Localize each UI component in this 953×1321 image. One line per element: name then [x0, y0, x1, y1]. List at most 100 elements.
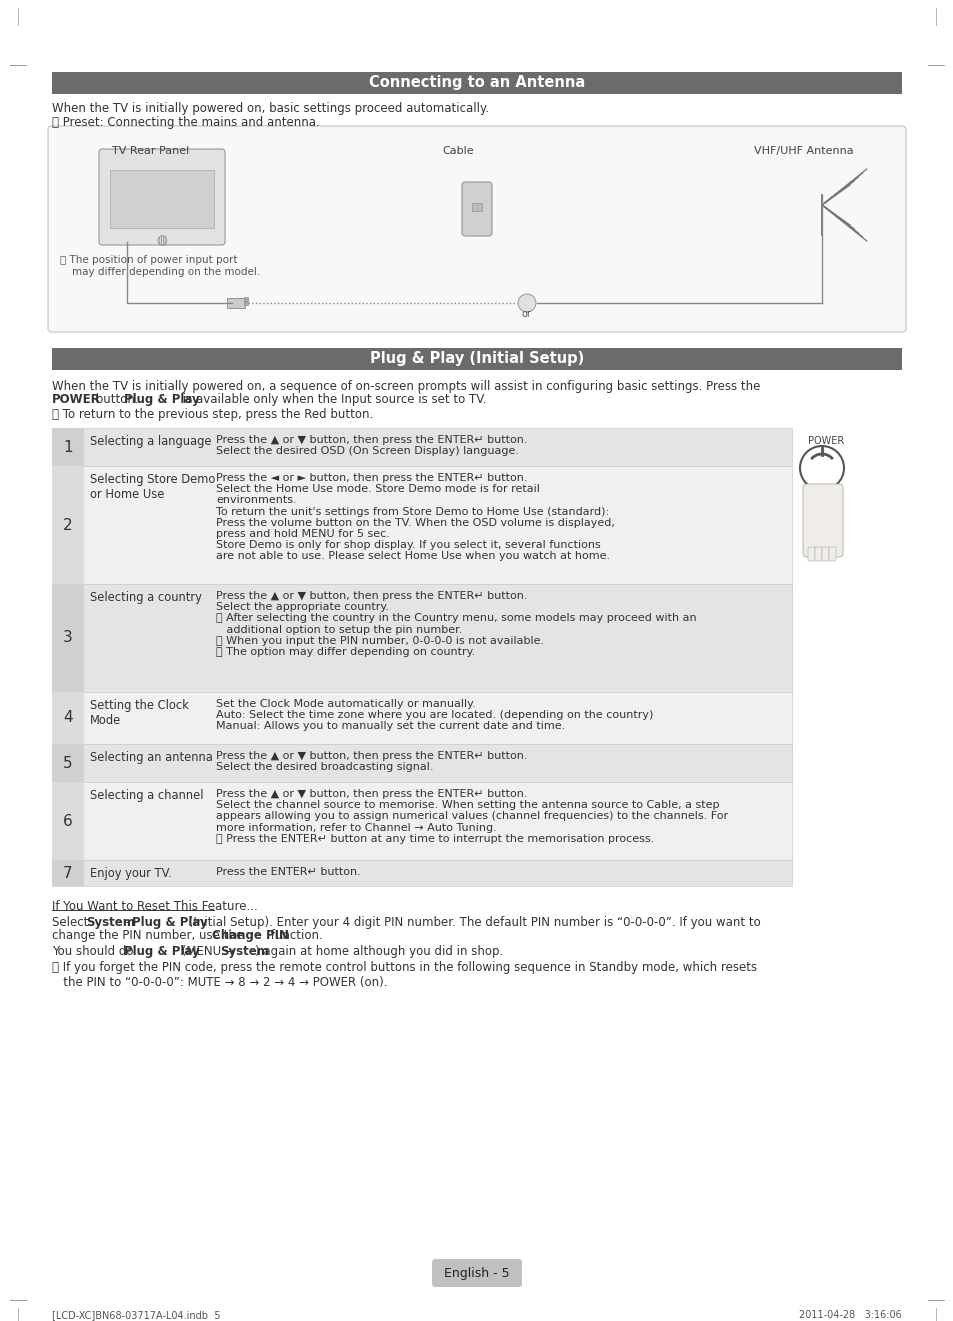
- Text: ◍: ◍: [156, 234, 167, 247]
- Text: If You Want to Reset This Feature...: If You Want to Reset This Feature...: [52, 900, 257, 913]
- Text: ⑂ The position of power input port: ⑂ The position of power input port: [60, 255, 237, 266]
- Text: Connecting to an Antenna: Connecting to an Antenna: [369, 75, 584, 91]
- Text: Press the ▲ or ▼ button, then press the ENTER↵ button.: Press the ▲ or ▼ button, then press the …: [215, 435, 527, 445]
- Text: 3: 3: [63, 630, 72, 646]
- Text: function.: function.: [267, 929, 322, 942]
- Bar: [52, 584, 84, 692]
- Bar: [472, 203, 481, 211]
- Text: Selecting a language: Selecting a language: [90, 435, 212, 448]
- Text: To return the unit's settings from Store Demo to Home Use (standard):: To return the unit's settings from Store…: [215, 506, 608, 517]
- Text: TV Rear Panel: TV Rear Panel: [112, 147, 189, 156]
- Text: or: or: [521, 309, 532, 318]
- Text: button.: button.: [91, 394, 142, 406]
- Text: Press the ▲ or ▼ button, then press the ENTER↵ button.: Press the ▲ or ▼ button, then press the …: [215, 752, 527, 761]
- Bar: [52, 782, 791, 860]
- FancyBboxPatch shape: [99, 149, 225, 244]
- Text: ⑂ If you forget the PIN code, press the remote control buttons in the following : ⑂ If you forget the PIN code, press the …: [52, 960, 757, 989]
- Bar: [52, 782, 84, 860]
- Text: environments.: environments.: [215, 495, 296, 506]
- Text: Setting the Clock
Mode: Setting the Clock Mode: [90, 699, 189, 727]
- Text: 2011-04-28   3:16:06: 2011-04-28 3:16:06: [799, 1310, 901, 1320]
- Bar: [52, 584, 791, 692]
- FancyBboxPatch shape: [807, 547, 814, 561]
- Text: POWER: POWER: [807, 436, 843, 446]
- Text: Press the ◄ or ► button, then press the ENTER↵ button.: Press the ◄ or ► button, then press the …: [215, 473, 527, 483]
- Text: Select the channel source to memorise. When setting the antenna source to Cable,: Select the channel source to memorise. W…: [215, 801, 719, 810]
- Text: [LCD-XC]BN68-03717A-L04.indb  5: [LCD-XC]BN68-03717A-L04.indb 5: [52, 1310, 220, 1320]
- Text: When the TV is initially powered on, basic settings proceed automatically.: When the TV is initially powered on, bas…: [52, 102, 489, 115]
- Text: ⑂ The option may differ depending on country.: ⑂ The option may differ depending on cou…: [215, 647, 475, 657]
- Bar: [52, 692, 84, 744]
- Text: When the TV is initially powered on, a sequence of on-screen prompts will assist: When the TV is initially powered on, a s…: [52, 380, 760, 394]
- Text: 5: 5: [63, 756, 72, 770]
- Text: Press the ▲ or ▼ button, then press the ENTER↵ button.: Press the ▲ or ▼ button, then press the …: [215, 789, 527, 799]
- Text: System: System: [220, 945, 269, 958]
- Text: Select the desired OSD (On Screen Display) language.: Select the desired OSD (On Screen Displa…: [215, 446, 518, 456]
- FancyBboxPatch shape: [821, 547, 828, 561]
- FancyBboxPatch shape: [802, 483, 842, 557]
- Circle shape: [517, 295, 536, 312]
- Text: Plug & Play: Plug & Play: [124, 945, 199, 958]
- Bar: [244, 297, 248, 301]
- Text: additional option to setup the pin number.: additional option to setup the pin numbe…: [215, 625, 462, 634]
- Text: ⑂ Preset: Connecting the mains and antenna.: ⑂ Preset: Connecting the mains and anten…: [52, 116, 319, 129]
- Text: Change PIN: Change PIN: [212, 929, 289, 942]
- Bar: [110, 170, 213, 229]
- Text: ⑂ When you input the PIN number, 0-0-0-0 is not available.: ⑂ When you input the PIN number, 0-0-0-0…: [215, 635, 543, 646]
- Text: VHF/UHF Antenna: VHF/UHF Antenna: [753, 147, 853, 156]
- Text: 4: 4: [63, 711, 72, 725]
- Bar: [52, 466, 791, 584]
- Text: ⑂ Press the ENTER↵ button at any time to interrupt the memorisation process.: ⑂ Press the ENTER↵ button at any time to…: [215, 834, 654, 844]
- Text: Plug & Play (Initial Setup): Plug & Play (Initial Setup): [370, 351, 583, 366]
- FancyBboxPatch shape: [814, 547, 821, 561]
- Text: 7: 7: [63, 865, 72, 881]
- Text: Auto: Select the time zone where you are located. (depending on the country): Auto: Select the time zone where you are…: [215, 711, 653, 720]
- Text: Plug & Play: Plug & Play: [124, 394, 199, 406]
- Text: You should do: You should do: [52, 945, 137, 958]
- Bar: [52, 860, 84, 886]
- Text: Selecting an antenna: Selecting an antenna: [90, 752, 213, 764]
- Text: Selecting a channel: Selecting a channel: [90, 789, 203, 802]
- Text: Press the ▲ or ▼ button, then press the ENTER↵ button.: Press the ▲ or ▼ button, then press the …: [215, 590, 527, 601]
- Text: Selecting Store Demo
or Home Use: Selecting Store Demo or Home Use: [90, 473, 215, 501]
- Bar: [52, 466, 84, 584]
- Text: are not able to use. Please select Home Use when you watch at home.: are not able to use. Please select Home …: [215, 551, 610, 561]
- Text: Enjoy your TV.: Enjoy your TV.: [90, 867, 172, 880]
- Text: Selecting a country: Selecting a country: [90, 590, 202, 604]
- Text: ⑂ To return to the previous step, press the Red button.: ⑂ To return to the previous step, press …: [52, 408, 373, 421]
- Text: System: System: [86, 915, 134, 929]
- Text: English - 5: English - 5: [444, 1267, 509, 1280]
- Text: Press the ENTER↵ button.: Press the ENTER↵ button.: [215, 867, 360, 877]
- Bar: [52, 692, 791, 744]
- FancyBboxPatch shape: [48, 125, 905, 332]
- Text: 6: 6: [63, 814, 72, 828]
- FancyBboxPatch shape: [461, 182, 492, 236]
- Text: is available only when the Input source is set to TV.: is available only when the Input source …: [179, 394, 486, 406]
- Text: appears allowing you to assign numerical values (channel frequencies) to the cha: appears allowing you to assign numerical…: [215, 811, 727, 822]
- Text: more information, refer to Channel → Auto Tuning.: more information, refer to Channel → Aut…: [215, 823, 497, 832]
- Text: Select the appropriate country.: Select the appropriate country.: [215, 602, 389, 612]
- Text: (MENU →: (MENU →: [178, 945, 238, 958]
- Text: (Initial Setup). Enter your 4 digit PIN number. The default PIN number is “0-0-0: (Initial Setup). Enter your 4 digit PIN …: [185, 915, 760, 929]
- Text: POWER: POWER: [52, 394, 101, 406]
- Text: may differ depending on the model.: may differ depending on the model.: [71, 267, 260, 277]
- Text: Select the Home Use mode. Store Demo mode is for retail: Select the Home Use mode. Store Demo mod…: [215, 485, 539, 494]
- Text: ) again at home although you did in shop.: ) again at home although you did in shop…: [254, 945, 503, 958]
- Text: press and hold MENU for 5 sec.: press and hold MENU for 5 sec.: [215, 528, 390, 539]
- FancyBboxPatch shape: [828, 547, 835, 561]
- Text: Select the desired broadcasting signal.: Select the desired broadcasting signal.: [215, 762, 433, 773]
- Text: Store Demo is only for shop display. If you select it, several functions: Store Demo is only for shop display. If …: [215, 540, 600, 551]
- Bar: [52, 428, 791, 466]
- Text: Set the Clock Mode automatically or manually.: Set the Clock Mode automatically or manu…: [215, 699, 476, 709]
- Bar: [52, 73, 901, 94]
- Text: Cable: Cable: [441, 147, 473, 156]
- Bar: [227, 299, 245, 308]
- Text: Press the volume button on the TV. When the OSD volume is displayed,: Press the volume button on the TV. When …: [215, 518, 615, 528]
- Text: Manual: Allows you to manually set the current date and time.: Manual: Allows you to manually set the c…: [215, 721, 565, 732]
- Bar: [52, 744, 791, 782]
- Text: 1: 1: [63, 440, 72, 454]
- FancyBboxPatch shape: [432, 1259, 521, 1287]
- Text: ⑂ After selecting the country in the Country menu, some models may proceed with : ⑂ After selecting the country in the Cou…: [215, 613, 696, 624]
- Text: change the PIN number, use the: change the PIN number, use the: [52, 929, 247, 942]
- Bar: [52, 744, 84, 782]
